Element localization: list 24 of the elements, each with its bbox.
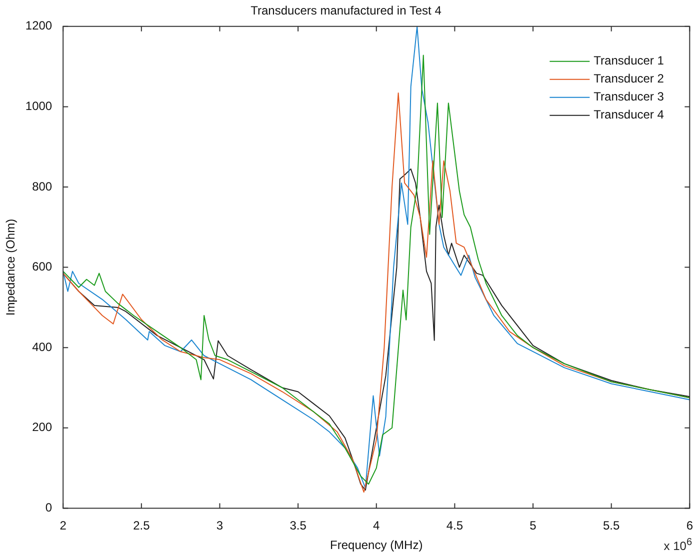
y-axis-title: Impedance (Ohm) bbox=[4, 218, 18, 316]
y-tick-label: 1000 bbox=[25, 99, 52, 114]
x-tick-label: 2.5 bbox=[133, 518, 150, 533]
legend-label: Transducer 2 bbox=[594, 72, 664, 86]
x-tick-label: 3.5 bbox=[290, 518, 307, 533]
x-tick-label: 3 bbox=[216, 518, 224, 533]
x-tick-label: 2 bbox=[60, 518, 67, 533]
x-tick-label: 4 bbox=[373, 518, 380, 533]
y-tick-label: 800 bbox=[32, 179, 52, 194]
x-tick-label: 4.5 bbox=[446, 518, 464, 533]
chart-title: Transducers manufactured in Test 4 bbox=[250, 4, 442, 18]
y-tick-label: 400 bbox=[32, 340, 52, 354]
legend-label: Transducer 3 bbox=[594, 90, 664, 104]
y-tick-label: 200 bbox=[32, 420, 52, 434]
x-tick-label: 5 bbox=[530, 518, 537, 533]
legend-label: Transducer 4 bbox=[594, 108, 664, 122]
x-tick-label: 6 bbox=[686, 518, 694, 533]
legend-label: Transducer 1 bbox=[594, 54, 664, 68]
y-tick-label: 0 bbox=[45, 500, 52, 515]
y-tick-label: 600 bbox=[32, 260, 52, 274]
text: x 10$^{6}$ bbox=[664, 537, 692, 553]
y-tick-label: 1200 bbox=[25, 18, 52, 33]
x-tick-label: 5.5 bbox=[603, 518, 620, 533]
x-axis-title: Frequency (MHz) bbox=[330, 538, 423, 552]
